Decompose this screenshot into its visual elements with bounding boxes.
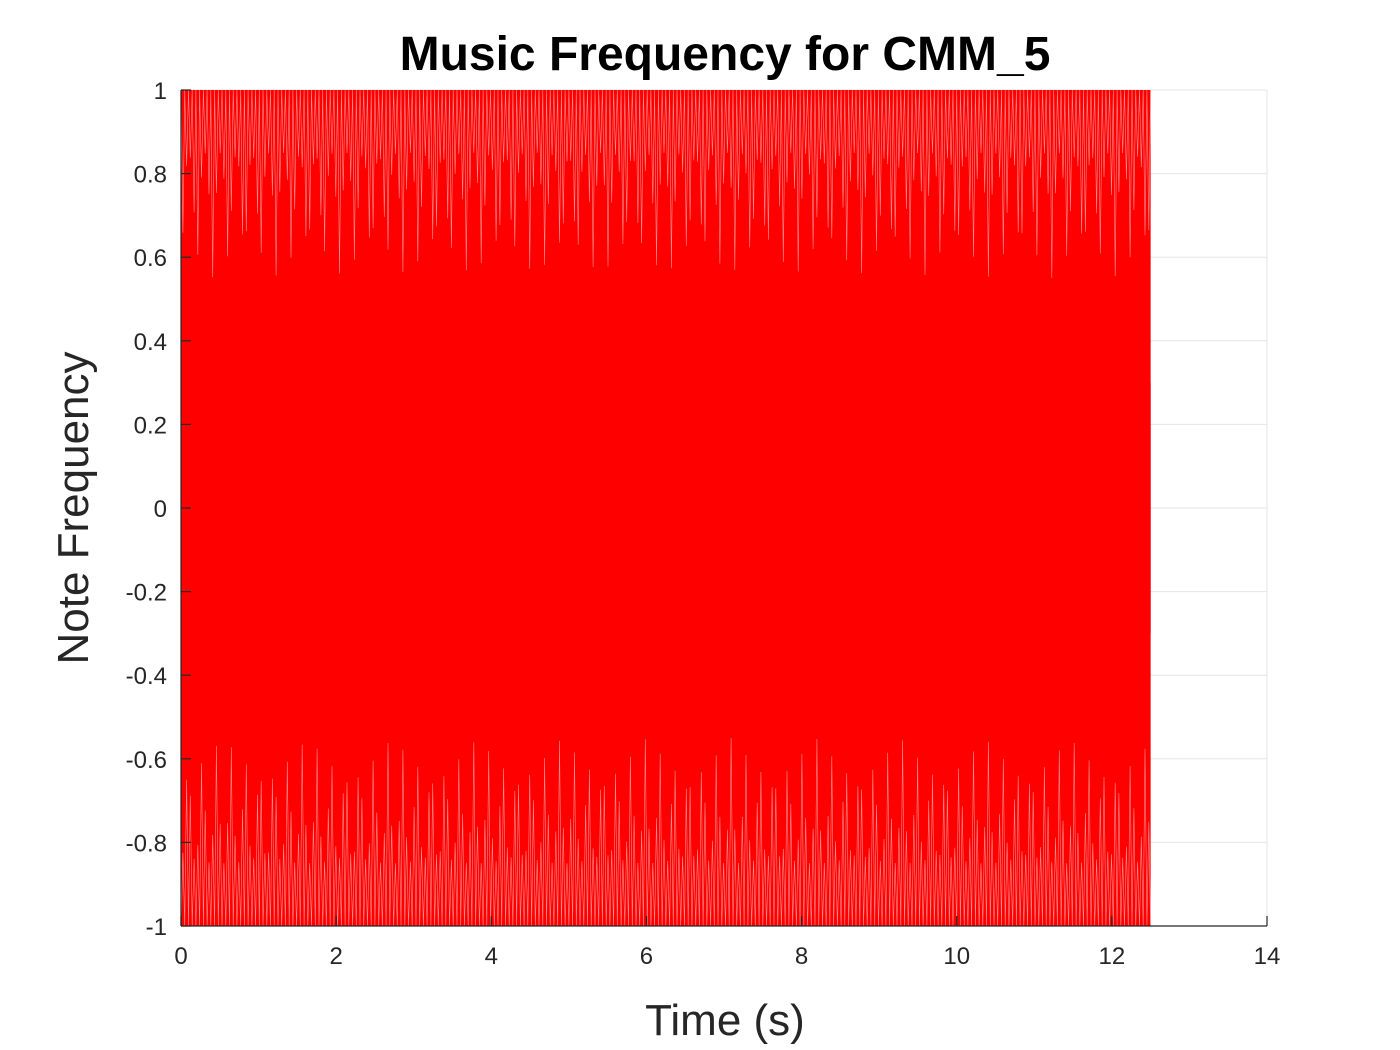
series-core [181,382,1151,634]
x-tick-label: 6 [640,943,653,970]
y-tick-label: -0.2 [126,580,167,607]
y-tick-label: 0.2 [134,412,167,439]
x-tick-label: 12 [1099,943,1126,970]
y-tick-label: -0.4 [126,663,167,690]
series-upper-edge [180,89,1151,278]
ticks: 0 2 4 6 8 10 12 14 -1 -0.8 -0.6 -0.4 -0.2 0 0.2 0.4 0.6 0… [126,78,1281,970]
y-tick-label: -1 [146,914,167,941]
x-tick-label: 0 [174,943,187,970]
x-tick-label: 4 [485,943,498,970]
x-tick-label: 10 [943,943,970,970]
x-axis-label: Time (s) [645,996,805,1045]
x-tick-label: 2 [329,943,342,970]
y-tick-label: -0.6 [126,747,167,774]
y-tick-label: 0 [154,496,167,523]
y-axis-label: Note Frequency [49,351,98,664]
y-tick-label: -0.8 [126,830,167,857]
y-tick-label: 0.8 [134,162,167,189]
series-group [180,89,1151,927]
y-tick-label: 0.6 [134,245,167,272]
chart-title: Music Frequency for CMM_5 [400,28,1051,81]
x-tick-label: 14 [1254,943,1281,970]
y-tick-label: 0.4 [134,329,167,356]
x-tick-label: 8 [795,943,808,970]
y-tick-label: 1 [154,78,167,105]
